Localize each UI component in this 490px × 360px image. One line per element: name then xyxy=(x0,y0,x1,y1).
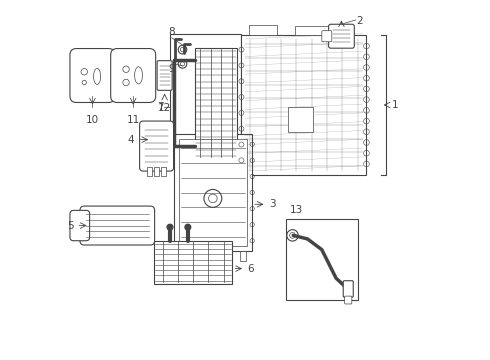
Text: 2: 2 xyxy=(356,16,363,26)
Bar xyxy=(154,241,232,284)
Text: 1: 1 xyxy=(392,100,399,110)
FancyBboxPatch shape xyxy=(70,49,115,103)
Bar xyxy=(179,139,247,246)
Text: 9: 9 xyxy=(169,64,175,74)
Bar xyxy=(154,167,159,176)
Bar xyxy=(288,107,313,132)
Bar xyxy=(161,167,167,176)
FancyBboxPatch shape xyxy=(111,49,156,103)
Text: 3: 3 xyxy=(270,199,276,209)
Bar xyxy=(209,251,216,261)
Bar xyxy=(173,134,252,251)
Text: 12: 12 xyxy=(158,103,171,113)
Text: 8: 8 xyxy=(169,27,175,37)
Bar xyxy=(224,251,231,261)
FancyBboxPatch shape xyxy=(157,61,172,90)
Bar xyxy=(147,167,152,176)
Text: 13: 13 xyxy=(290,205,303,215)
Bar xyxy=(286,219,358,300)
Bar xyxy=(242,35,367,175)
Text: 6: 6 xyxy=(247,264,254,274)
Text: 7: 7 xyxy=(157,102,164,112)
Circle shape xyxy=(167,224,173,230)
FancyBboxPatch shape xyxy=(70,210,90,241)
Bar xyxy=(240,251,246,261)
Circle shape xyxy=(185,224,191,230)
Bar xyxy=(248,24,277,35)
Text: 10: 10 xyxy=(86,114,99,125)
Text: 4: 4 xyxy=(127,135,134,145)
FancyBboxPatch shape xyxy=(322,31,332,42)
Bar xyxy=(194,251,200,261)
Bar xyxy=(170,33,242,167)
FancyBboxPatch shape xyxy=(80,206,155,245)
Text: 5: 5 xyxy=(67,221,74,230)
FancyBboxPatch shape xyxy=(344,296,352,304)
FancyBboxPatch shape xyxy=(343,281,353,297)
Text: 11: 11 xyxy=(126,114,140,125)
FancyBboxPatch shape xyxy=(140,121,173,171)
Bar xyxy=(195,48,237,158)
Bar xyxy=(179,251,185,261)
FancyBboxPatch shape xyxy=(329,24,354,48)
Bar xyxy=(295,26,331,35)
